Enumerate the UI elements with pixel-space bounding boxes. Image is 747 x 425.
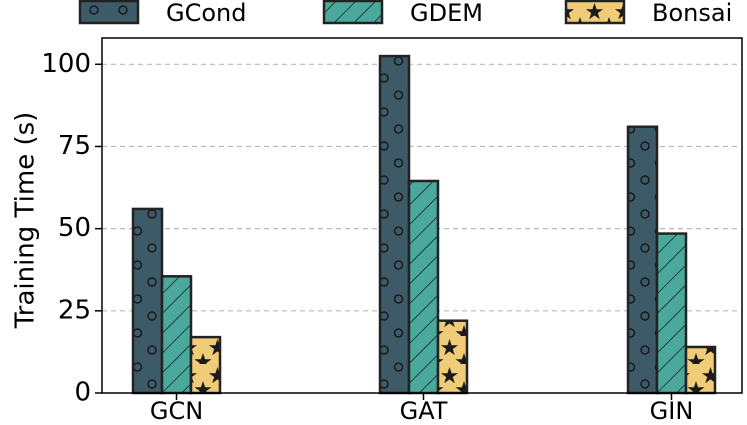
bar-gcond-gcn [131, 207, 164, 395]
bar-bonsai-gat [436, 319, 469, 395]
y-tick-label-4: 100 [41, 49, 91, 79]
legend-label-bonsai: Bonsai [652, 0, 732, 27]
y-tick-label-3: 75 [58, 131, 91, 161]
y-axis-label: Training Time (s) [11, 112, 41, 330]
legend-swatch-gdem [322, 0, 384, 25]
legend-label-gdem: GDEM [410, 0, 483, 27]
legend: GCond GDEM Bonsai [78, 0, 732, 27]
x-tick-label-gcn: GCN [150, 397, 203, 425]
bar-gdem-gat [407, 179, 440, 395]
bar-gcond-gat [378, 54, 411, 395]
bar-gcond-gin [626, 125, 659, 395]
y-tick-label-1: 25 [58, 295, 91, 325]
legend-swatch-bonsai [564, 0, 626, 25]
y-tick-label-2: 50 [58, 213, 91, 243]
bars [131, 54, 717, 395]
bar-bonsai-gin [684, 345, 717, 395]
legend-swatch-gcond [78, 0, 140, 25]
bar-bonsai-gcn [189, 335, 222, 395]
y-axis-ticks: 0 25 50 75 100 [41, 49, 102, 408]
axes [101, 37, 743, 394]
x-axis-ticks: GCN GAT GIN [150, 393, 693, 425]
legend-label-gcond: GCond [166, 0, 246, 27]
bar-gdem-gcn [160, 275, 193, 395]
bar-gdem-gin [655, 232, 688, 395]
y-tick-label-0: 0 [74, 378, 91, 408]
plot-frame [101, 37, 743, 394]
x-tick-label-gin: GIN [650, 397, 694, 425]
x-tick-label-gat: GAT [400, 397, 448, 425]
